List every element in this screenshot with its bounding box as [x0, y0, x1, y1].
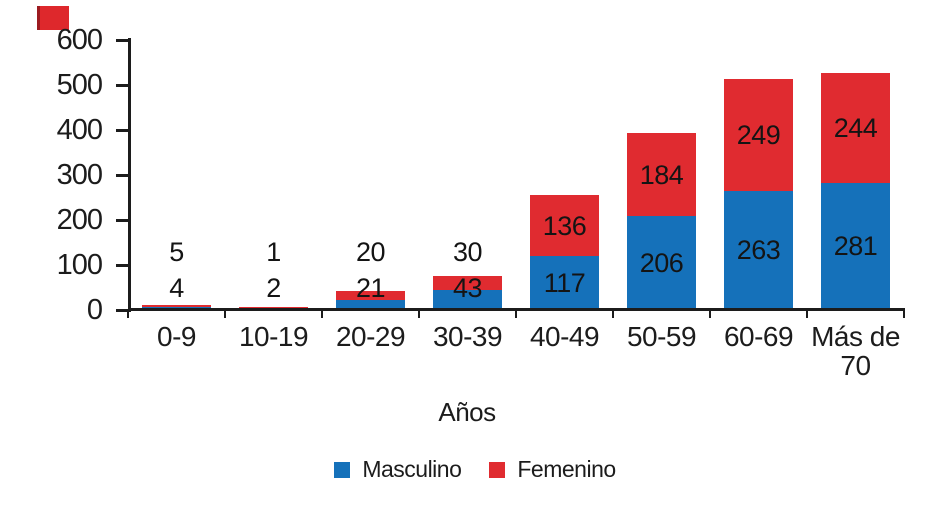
x-axis-tick — [515, 309, 517, 318]
y-axis-line — [128, 38, 131, 312]
x-axis-title: Años — [438, 397, 496, 427]
x-axis-tick — [418, 309, 420, 318]
x-axis-label-0-9: 0-9 — [157, 321, 196, 352]
bar-segment-masculino-40-49 — [530, 256, 599, 309]
y-axis-label-400: 400 — [56, 114, 103, 146]
y-axis-label-300: 300 — [56, 159, 103, 191]
bar-segment-femenino-10-19 — [239, 307, 308, 308]
x-axis-label-20-29: 20-29 — [335, 321, 406, 352]
bar-value-femenino-más-de-70: 244 — [833, 113, 878, 143]
bar-segment-femenino-0-9 — [142, 305, 211, 307]
bar-segment-masculino-más-de-70 — [821, 183, 890, 309]
x-axis-label-más-de-70: Más de 70 — [811, 321, 900, 381]
bar-segment-femenino-50-59 — [627, 133, 696, 216]
y-axis-label-200: 200 — [56, 204, 103, 236]
legend-label-femenino: Femenino — [517, 456, 616, 482]
bar-segment-masculino-30-39 — [433, 290, 502, 309]
bar-value-femenino-40-49: 136 — [542, 210, 587, 241]
y-axis-tick — [116, 39, 129, 42]
bar-segment-femenino-más-de-70 — [821, 73, 890, 183]
x-axis-label-40-49: 40-49 — [529, 321, 600, 352]
bar-value-masculino-30-39: 43 — [452, 273, 483, 303]
legend-swatch-masculino — [334, 461, 351, 478]
bar-value-masculino-más-de-70: 281 — [833, 231, 878, 261]
bar-value-masculino-0-9: 4 — [169, 273, 184, 303]
y-axis-tick — [116, 84, 129, 87]
x-axis-tick — [806, 309, 808, 318]
y-axis-label-600: 600 — [56, 24, 103, 56]
x-axis-tick — [612, 309, 614, 318]
bar-segment-masculino-50-59 — [627, 216, 696, 309]
x-axis-tick — [224, 309, 226, 318]
bar-value-masculino-10-19: 2 — [266, 273, 281, 303]
bar-value-masculino-50-59: 206 — [639, 247, 684, 278]
y-axis-label-500: 500 — [56, 69, 103, 101]
bar-value-femenino-0-9: 5 — [169, 237, 184, 267]
bar-segment-femenino-60-69 — [724, 79, 793, 191]
y-axis-tick — [116, 309, 129, 312]
y-axis-tick — [116, 174, 129, 177]
bar-value-femenino-10-19: 1 — [266, 237, 281, 267]
x-axis-tick — [709, 309, 711, 318]
bar-value-femenino-20-29: 20 — [355, 237, 386, 267]
bar-value-masculino-40-49: 117 — [543, 267, 586, 298]
legend-item-femenino: Femenino — [489, 456, 616, 483]
x-axis-label-60-69: 60-69 — [723, 321, 794, 352]
x-axis-label-10-19: 10-19 — [238, 321, 309, 352]
x-axis-label-50-59: 50-59 — [626, 321, 697, 352]
legend-item-masculino: Masculino — [334, 456, 462, 483]
bar-segment-masculino-20-29 — [336, 300, 405, 309]
bar-value-masculino-60-69: 263 — [736, 235, 781, 265]
bar-segment-femenino-30-39 — [433, 276, 502, 290]
x-axis-tick — [903, 309, 905, 318]
y-axis-label-0: 0 — [86, 294, 103, 326]
bar-segment-femenino-40-49 — [530, 195, 599, 256]
x-axis-tick — [127, 309, 129, 318]
y-axis-label-100: 100 — [56, 249, 103, 281]
x-axis-tick — [321, 309, 323, 318]
bar-value-masculino-20-29: 21 — [355, 273, 386, 303]
red-square-artifact — [37, 6, 69, 30]
bar-segment-masculino-60-69 — [724, 191, 793, 309]
bar-value-femenino-50-59: 184 — [639, 159, 684, 190]
bar-value-femenino-30-39: 30 — [452, 237, 483, 267]
x-axis-label-30-39: 30-39 — [432, 321, 503, 352]
bar-segment-femenino-20-29 — [336, 291, 405, 300]
legend-swatch-femenino — [489, 461, 506, 478]
legend: Masculino Femenino — [0, 456, 950, 483]
y-axis-tick — [116, 129, 129, 132]
legend-label-masculino: Masculino — [362, 456, 462, 482]
bar-value-femenino-60-69: 249 — [736, 120, 781, 150]
y-axis-tick — [116, 264, 129, 267]
y-axis-tick — [116, 219, 129, 222]
